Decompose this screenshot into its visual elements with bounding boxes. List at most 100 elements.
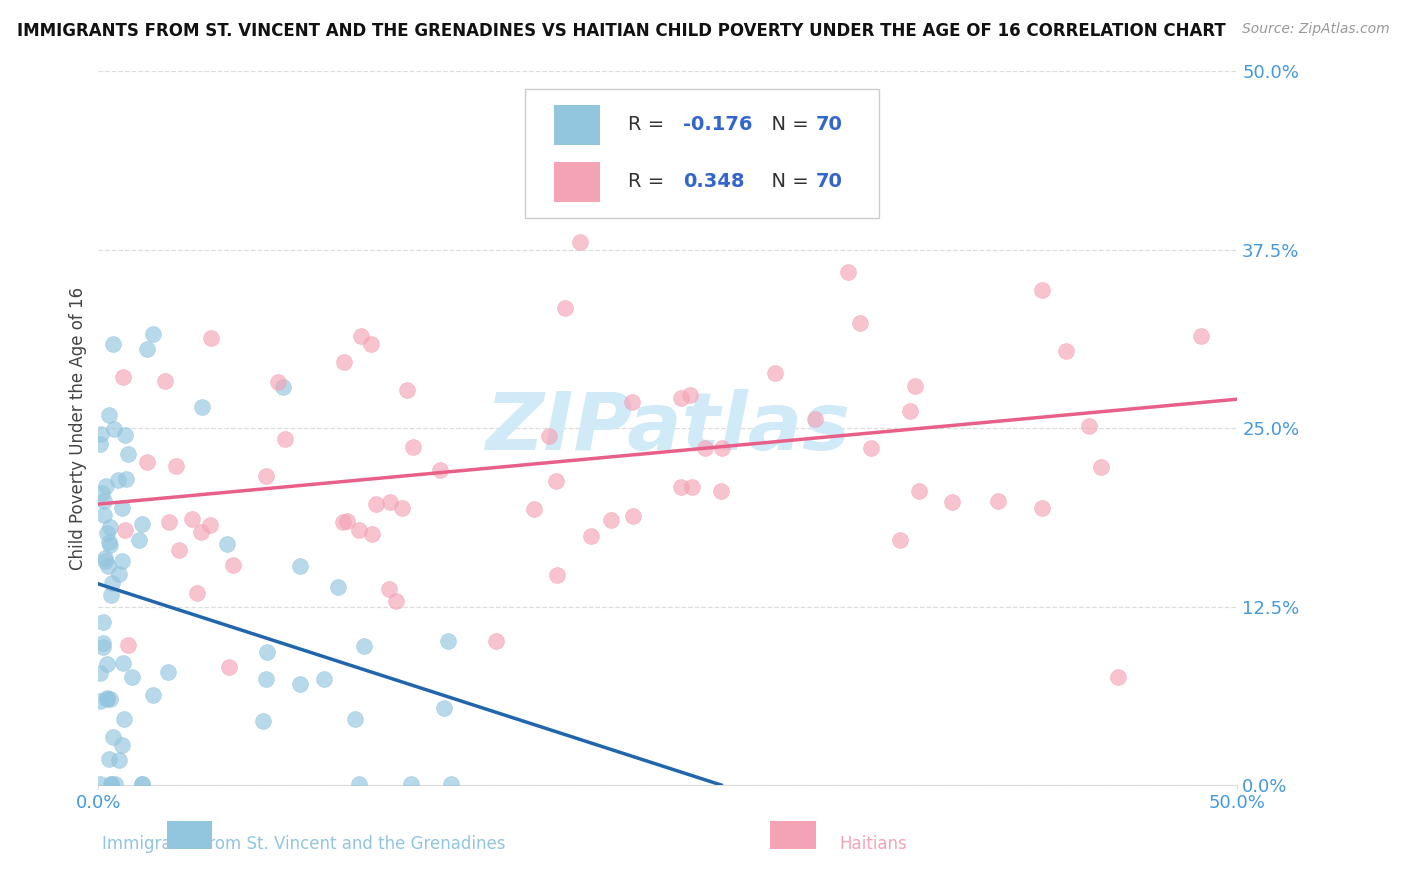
Point	[332, 515, 354, 529]
Point	[987, 493, 1010, 508]
Point	[96, 692, 118, 706]
Point	[332, 355, 354, 369]
Point	[849, 317, 872, 331]
Point	[889, 533, 911, 547]
Point	[98, 538, 121, 552]
Point	[436, 633, 458, 648]
Point	[215, 537, 238, 551]
Point	[941, 495, 963, 509]
Point	[621, 508, 644, 523]
Point	[135, 455, 157, 469]
Y-axis label: Child Poverty Under the Age of 16: Child Poverty Under the Age of 16	[69, 286, 87, 570]
Point	[181, 512, 204, 526]
Point	[100, 589, 122, 603]
Point	[360, 526, 382, 541]
Text: N =: N =	[759, 172, 815, 192]
Point	[1078, 419, 1101, 434]
FancyBboxPatch shape	[770, 821, 815, 849]
Point	[274, 432, 297, 446]
Point	[804, 411, 827, 425]
Point	[218, 660, 240, 674]
Point	[157, 515, 180, 529]
Point	[131, 517, 153, 532]
Point	[89, 437, 111, 451]
Point	[679, 388, 702, 402]
Point	[222, 558, 245, 572]
Point	[377, 582, 399, 597]
Point	[131, 776, 153, 790]
Point	[271, 380, 294, 394]
Point	[254, 672, 277, 686]
Point	[98, 752, 121, 766]
Point	[112, 656, 135, 670]
Point	[101, 576, 124, 591]
Point	[544, 475, 567, 489]
Point	[169, 542, 191, 557]
Point	[91, 636, 114, 650]
Point	[97, 558, 120, 573]
Point	[1031, 283, 1053, 297]
Point	[89, 776, 111, 790]
Point	[91, 486, 114, 500]
Point	[165, 458, 187, 473]
Point	[108, 753, 131, 767]
Point	[156, 665, 179, 680]
Point	[115, 472, 138, 486]
Point	[117, 638, 139, 652]
Point	[96, 691, 118, 706]
Point	[117, 447, 139, 461]
Point	[94, 550, 117, 565]
Point	[429, 463, 451, 477]
Text: ZIPatlas: ZIPatlas	[485, 389, 851, 467]
Point	[91, 615, 114, 630]
Point	[569, 235, 592, 250]
Point	[114, 523, 136, 537]
Point	[384, 594, 406, 608]
Point	[89, 666, 111, 681]
Point	[763, 366, 786, 380]
Point	[200, 331, 222, 345]
Point	[142, 327, 165, 342]
Point	[711, 442, 734, 456]
Point	[378, 494, 401, 508]
Point	[128, 533, 150, 547]
FancyBboxPatch shape	[554, 105, 599, 145]
Point	[110, 738, 132, 752]
Point	[107, 473, 129, 487]
Point	[114, 428, 136, 442]
Point	[104, 776, 127, 790]
Point	[100, 776, 122, 790]
Point	[98, 692, 121, 706]
Point	[93, 508, 115, 522]
Point	[485, 634, 508, 648]
Point	[1090, 460, 1112, 475]
Point	[136, 342, 159, 356]
Point	[343, 712, 366, 726]
Point	[96, 479, 118, 493]
Point	[98, 408, 121, 422]
Point	[190, 525, 212, 540]
Point	[366, 497, 388, 511]
Point	[101, 337, 124, 351]
Point	[859, 441, 882, 455]
Point	[710, 483, 733, 498]
Point	[547, 568, 569, 582]
Point	[267, 375, 290, 389]
Point	[112, 712, 135, 726]
Point	[579, 529, 602, 543]
Text: Haitians: Haitians	[839, 835, 907, 853]
Point	[669, 480, 692, 494]
Point	[599, 513, 621, 527]
Point	[350, 328, 373, 343]
Point	[186, 585, 208, 599]
Point	[200, 517, 222, 532]
Point	[440, 776, 463, 790]
Point	[837, 265, 859, 279]
Point	[523, 502, 546, 516]
Point	[353, 639, 375, 653]
Point	[326, 580, 349, 594]
Point	[96, 525, 118, 540]
Point	[103, 422, 125, 436]
Point	[312, 672, 335, 686]
Point	[93, 494, 115, 508]
